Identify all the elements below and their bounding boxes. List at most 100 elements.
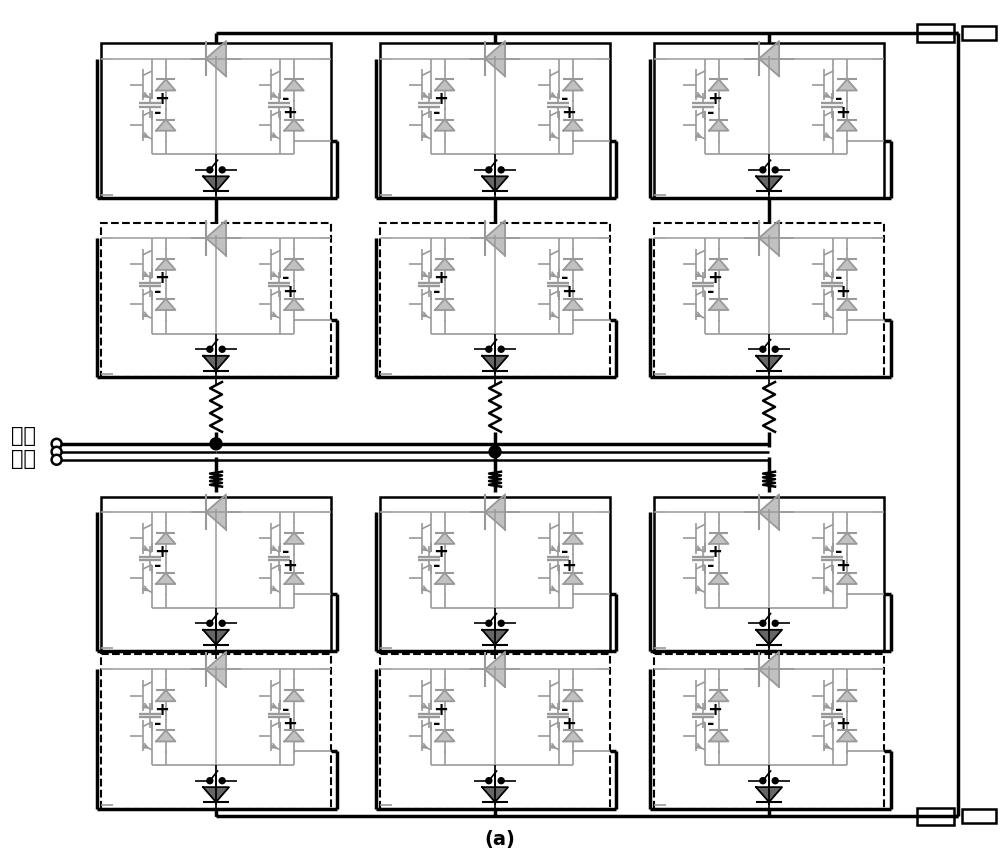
Polygon shape (709, 300, 728, 311)
Text: (a): (a) (485, 829, 515, 848)
Polygon shape (206, 495, 226, 530)
Bar (380, 44, 610, 199)
Text: -: - (154, 104, 161, 122)
Circle shape (486, 620, 492, 626)
Circle shape (207, 620, 213, 626)
Polygon shape (563, 80, 583, 91)
Polygon shape (156, 730, 175, 741)
Polygon shape (435, 259, 454, 271)
Text: +: + (433, 700, 448, 718)
Polygon shape (709, 730, 728, 741)
Bar (101, 44, 331, 199)
Polygon shape (563, 730, 583, 741)
Circle shape (489, 446, 501, 458)
Circle shape (486, 168, 492, 174)
Polygon shape (759, 652, 779, 688)
Text: +: + (282, 283, 297, 301)
Text: +: + (154, 269, 169, 287)
Text: -: - (835, 700, 843, 718)
Polygon shape (759, 222, 779, 256)
Polygon shape (435, 533, 454, 544)
Text: -: - (835, 90, 843, 108)
Polygon shape (156, 300, 175, 311)
Text: +: + (154, 90, 169, 108)
Text: -: - (154, 556, 161, 574)
Text: -: - (433, 556, 440, 574)
Circle shape (772, 168, 778, 174)
Text: +: + (561, 714, 576, 732)
Bar (917, 808, 954, 826)
Circle shape (498, 778, 504, 784)
Polygon shape (837, 573, 857, 584)
Bar (654, 223, 884, 377)
Bar (101, 223, 331, 377)
Polygon shape (206, 652, 226, 688)
Polygon shape (284, 259, 304, 271)
Text: +: + (561, 556, 576, 574)
Text: -: - (282, 543, 289, 561)
Polygon shape (156, 690, 175, 701)
Circle shape (207, 778, 213, 784)
Polygon shape (435, 573, 454, 584)
Polygon shape (709, 259, 728, 271)
Circle shape (207, 347, 213, 353)
Polygon shape (837, 259, 857, 271)
Polygon shape (756, 630, 782, 645)
Circle shape (52, 440, 62, 449)
Circle shape (760, 620, 766, 626)
Text: -: - (433, 714, 440, 732)
Bar (380, 497, 610, 651)
Text: -: - (561, 700, 568, 718)
Polygon shape (837, 533, 857, 544)
Polygon shape (203, 787, 229, 802)
Polygon shape (485, 652, 505, 688)
Polygon shape (709, 80, 728, 91)
Text: +: + (835, 283, 850, 301)
Text: +: + (433, 543, 448, 561)
Text: -: - (154, 714, 161, 732)
Text: -: - (282, 90, 289, 108)
Text: +: + (282, 104, 297, 122)
Polygon shape (482, 630, 508, 645)
Text: +: + (707, 269, 722, 287)
Bar (380, 654, 610, 809)
Circle shape (52, 447, 62, 458)
Circle shape (219, 347, 225, 353)
Text: +: + (707, 90, 722, 108)
Text: -: - (154, 283, 161, 301)
Text: -: - (707, 714, 714, 732)
Text: +: + (433, 269, 448, 287)
Circle shape (207, 168, 213, 174)
Polygon shape (156, 259, 175, 271)
Polygon shape (756, 787, 782, 802)
Polygon shape (203, 630, 229, 645)
Polygon shape (709, 533, 728, 544)
Text: -: - (707, 556, 714, 574)
Polygon shape (709, 120, 728, 131)
Text: +: + (835, 714, 850, 732)
Polygon shape (203, 177, 229, 192)
Text: -: - (707, 104, 714, 122)
Bar (654, 44, 884, 199)
Polygon shape (563, 533, 583, 544)
Polygon shape (284, 80, 304, 91)
Circle shape (772, 778, 778, 784)
Polygon shape (563, 120, 583, 131)
Text: +: + (154, 700, 169, 718)
Polygon shape (837, 690, 857, 701)
Polygon shape (284, 573, 304, 584)
Polygon shape (206, 42, 226, 78)
Circle shape (498, 620, 504, 626)
Bar (380, 223, 610, 377)
Circle shape (498, 347, 504, 353)
Bar (962, 809, 996, 824)
Text: +: + (561, 104, 576, 122)
Polygon shape (563, 259, 583, 271)
Polygon shape (563, 690, 583, 701)
Polygon shape (837, 120, 857, 131)
Circle shape (210, 438, 222, 450)
Text: -: - (433, 104, 440, 122)
Circle shape (52, 455, 62, 465)
Polygon shape (284, 730, 304, 741)
Text: -: - (835, 269, 843, 287)
